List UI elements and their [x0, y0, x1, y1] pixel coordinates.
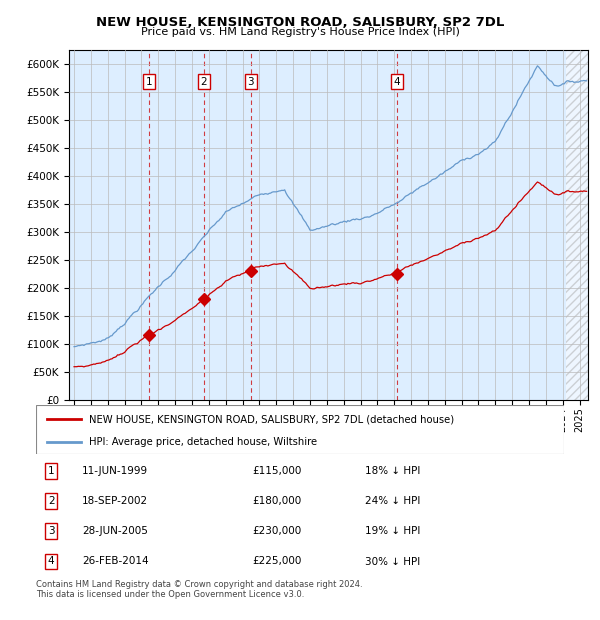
Text: 30% ↓ HPI: 30% ↓ HPI — [365, 557, 421, 567]
Text: 18-SEP-2002: 18-SEP-2002 — [82, 496, 148, 506]
Text: This data is licensed under the Open Government Licence v3.0.: This data is licensed under the Open Gov… — [36, 590, 304, 600]
Text: NEW HOUSE, KENSINGTON ROAD, SALISBURY, SP2 7DL: NEW HOUSE, KENSINGTON ROAD, SALISBURY, S… — [96, 16, 504, 29]
Text: 3: 3 — [248, 76, 254, 87]
Text: 4: 4 — [48, 557, 55, 567]
Text: Price paid vs. HM Land Registry's House Price Index (HPI): Price paid vs. HM Land Registry's House … — [140, 27, 460, 37]
Text: 26-FEB-2014: 26-FEB-2014 — [82, 557, 149, 567]
Text: 1: 1 — [48, 466, 55, 476]
Text: 3: 3 — [48, 526, 55, 536]
Text: 2: 2 — [48, 496, 55, 506]
Text: 28-JUN-2005: 28-JUN-2005 — [82, 526, 148, 536]
Text: 18% ↓ HPI: 18% ↓ HPI — [365, 466, 421, 476]
Text: £225,000: £225,000 — [252, 557, 301, 567]
Text: £115,000: £115,000 — [252, 466, 301, 476]
Text: 19% ↓ HPI: 19% ↓ HPI — [365, 526, 421, 536]
Text: £180,000: £180,000 — [252, 496, 301, 506]
Text: Contains HM Land Registry data © Crown copyright and database right 2024.: Contains HM Land Registry data © Crown c… — [36, 580, 362, 589]
Text: 2: 2 — [200, 76, 207, 87]
Text: NEW HOUSE, KENSINGTON ROAD, SALISBURY, SP2 7DL (detached house): NEW HOUSE, KENSINGTON ROAD, SALISBURY, S… — [89, 414, 454, 424]
Text: 11-JUN-1999: 11-JUN-1999 — [82, 466, 148, 476]
Text: £230,000: £230,000 — [252, 526, 301, 536]
Text: 4: 4 — [394, 76, 400, 87]
Bar — [566, 50, 588, 400]
Text: HPI: Average price, detached house, Wiltshire: HPI: Average price, detached house, Wilt… — [89, 436, 317, 447]
Text: 1: 1 — [146, 76, 152, 87]
Text: 24% ↓ HPI: 24% ↓ HPI — [365, 496, 421, 506]
